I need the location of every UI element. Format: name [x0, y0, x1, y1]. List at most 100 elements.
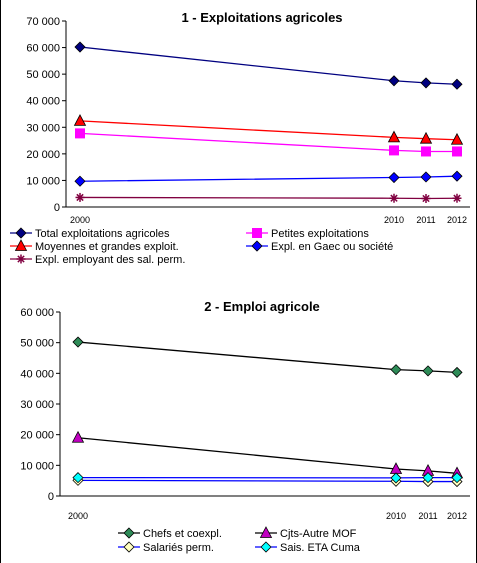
- chart-1-x-tick-label: 2000: [70, 215, 90, 225]
- chart-1-series-1-line: [79, 46, 458, 85]
- chart-1-series-3-point: [419, 131, 433, 144]
- chart-1-series-3-point: [450, 132, 464, 145]
- chart-1-legend: Total exploitations agricoles Petites exp…: [10, 227, 393, 266]
- chart-1-series-1-point: [420, 77, 432, 89]
- chart-2-legend-marker: [260, 541, 272, 553]
- chart-2-legend-label: Chefs et coexpl.: [143, 528, 222, 540]
- chart-2-series-1-point: [72, 336, 84, 348]
- chart-1-title: 1 - Exploitations agricoles: [181, 10, 342, 25]
- chart-1-y-tick-label: 0: [54, 202, 60, 214]
- chart-1-legend-label: Expl. en Gaec ou société: [271, 241, 393, 253]
- chart-1-legend-item: Expl. en Gaec ou société: [246, 240, 393, 253]
- chart-1-y-tick-label: 70 000: [26, 16, 60, 28]
- chart-1-x-tick-label: 2010: [384, 215, 404, 225]
- chart-2-y-tick-label: 40 000: [20, 368, 54, 380]
- chart-1-series-4-point: [74, 175, 86, 187]
- chart-1-x-tick-label: 2011: [416, 215, 435, 225]
- chart-2-legend-item: Chefs et coexpl.: [118, 527, 222, 540]
- chart-2-y-tick-label: 0: [48, 491, 54, 503]
- chart-2-x-axis: 2000 2010 2011 2012: [60, 495, 470, 521]
- chart-2-legend-label: Sais. ETA Cuma: [280, 542, 361, 554]
- chart-1-series-3-point: [387, 130, 401, 143]
- chart-1-series-2-point: [389, 145, 399, 156]
- chart-1-legend-item: Total exploitations agricoles: [10, 227, 170, 240]
- chart-1-y-tick-label: 20 000: [26, 149, 60, 161]
- chart-2-series-3-line: [77, 479, 457, 483]
- chart-1-legend-item: Moyennes et grandes exploit.: [10, 239, 179, 253]
- chart-1-series-1-point: [74, 41, 86, 53]
- chart-2-legend: Chefs et coexpl. Cjts-Autre MOF Salariés p…: [118, 526, 361, 554]
- chart-2-y-axis: 0 10 000 20 000 30 000 40 000 50 000 60 000: [20, 307, 61, 503]
- chart-2-legend-marker: [123, 527, 135, 539]
- chart-2-legend-marker: [259, 526, 273, 538]
- chart-1-y-tick-label: 60 000: [26, 43, 60, 55]
- chart-2-x-tick-label: 2012: [447, 511, 467, 521]
- chart-2-series-2-point: [71, 430, 85, 443]
- chart-1-y-tick-label: 30 000: [26, 122, 60, 134]
- chart-1-legend-item: Petites exploitations: [246, 228, 369, 240]
- chart-1-legend-label: Total exploitations agricoles: [35, 228, 170, 240]
- chart-2-series-1-point: [422, 365, 434, 377]
- chart-1-series-3-line: [79, 120, 458, 141]
- chart-2-series-4-point: [451, 472, 463, 484]
- chart-2-x-tick-label: 2010: [386, 511, 406, 521]
- chart-1-legend-marker: [14, 239, 28, 251]
- chart-1-exploitations: 1 - Exploitations agricoles 0 10 000 20 00…: [10, 10, 470, 266]
- chart-1-legend-label: Expl. employant des sal. perm.: [35, 254, 185, 266]
- chart-2-emploi: 2 - Emploi agricole 0 10 000 20 000 30 000 4…: [20, 299, 470, 554]
- chart-1-legend-label: Petites exploitations: [271, 228, 369, 240]
- chart-1-series-3-point: [73, 114, 87, 126]
- chart-2-series-2-line: [77, 437, 458, 474]
- chart-2-y-tick-label: 60 000: [20, 307, 54, 319]
- chart-2-legend-item: Sais. ETA Cuma: [255, 541, 361, 554]
- chart-1-series-5-point: [75, 192, 85, 202]
- chart-1-legend-marker: [15, 227, 27, 239]
- chart-1-y-tick-label: 10 000: [26, 175, 60, 187]
- chart-2-series-4-point: [72, 472, 84, 484]
- chart-1-series-5-point: [421, 193, 431, 203]
- chart-1-series-2-point: [75, 128, 85, 139]
- chart-2-legend-item: Salariés perm.: [118, 541, 214, 554]
- chart-1-series-2-point: [421, 146, 431, 157]
- chart-1-series-4-point: [420, 171, 432, 183]
- chart-2-y-tick-label: 10 000: [20, 460, 54, 472]
- chart-2-y-tick-label: 30 000: [20, 399, 54, 411]
- chart-2-series-1-line: [77, 341, 458, 374]
- chart-1-y-tick-label: 50 000: [26, 69, 60, 81]
- chart-2-x-tick-label: 2000: [68, 511, 88, 521]
- chart-2-plot-area: [71, 336, 464, 488]
- chart-2-x-tick-label: 2011: [418, 511, 437, 521]
- chart-1-series-5-line: [79, 196, 458, 200]
- chart-1-series-4-line: [79, 175, 458, 182]
- chart-1-series-1-point: [451, 78, 463, 90]
- chart-2-series-4-point: [422, 472, 434, 484]
- chart-2-legend-marker: [123, 541, 135, 553]
- chart-1-series-4-point: [451, 170, 463, 182]
- chart-2-y-tick-label: 20 000: [20, 430, 54, 442]
- chart-1-y-tick-label: 40 000: [26, 96, 60, 108]
- chart-1-x-axis: 2000 2010 2011 2012: [66, 206, 470, 225]
- chart-1-legend-marker: [252, 228, 262, 238]
- chart-1-legend-label: Moyennes et grandes exploit.: [35, 241, 179, 253]
- chart-1-plot-area: [73, 41, 464, 203]
- chart-1-series-1-point: [388, 75, 400, 87]
- chart-1-series-2-line: [79, 132, 457, 153]
- chart-2-title: 2 - Emploi agricole: [204, 299, 320, 314]
- chart-2-series-1-point: [451, 366, 463, 378]
- chart-2-y-tick-label: 50 000: [20, 338, 54, 350]
- chart-1-legend-marker: [251, 240, 263, 252]
- chart-1-x-tick-label: 2012: [447, 215, 467, 225]
- chart-2-series-1-point: [390, 364, 402, 376]
- chart-2-legend-label: Salariés perm.: [143, 542, 214, 554]
- chart-2-legend-item: Cjts-Autre MOF: [255, 526, 357, 540]
- chart-2-legend-label: Cjts-Autre MOF: [280, 528, 357, 540]
- chart-1-y-axis: 0 10 000 20 000 30 000 40 000 50 000 60 000 70 …: [26, 16, 67, 214]
- chart-1-legend-marker: [16, 254, 26, 264]
- chart-1-series-2-point: [452, 146, 462, 157]
- chart-1-series-4-point: [388, 171, 400, 184]
- chart-1-series-5-point: [389, 193, 399, 203]
- chart-1-legend-item: Expl. employant des sal. perm.: [10, 254, 185, 266]
- chart-2-series-4-point: [390, 472, 402, 484]
- chart-1-series-5-point: [452, 193, 462, 203]
